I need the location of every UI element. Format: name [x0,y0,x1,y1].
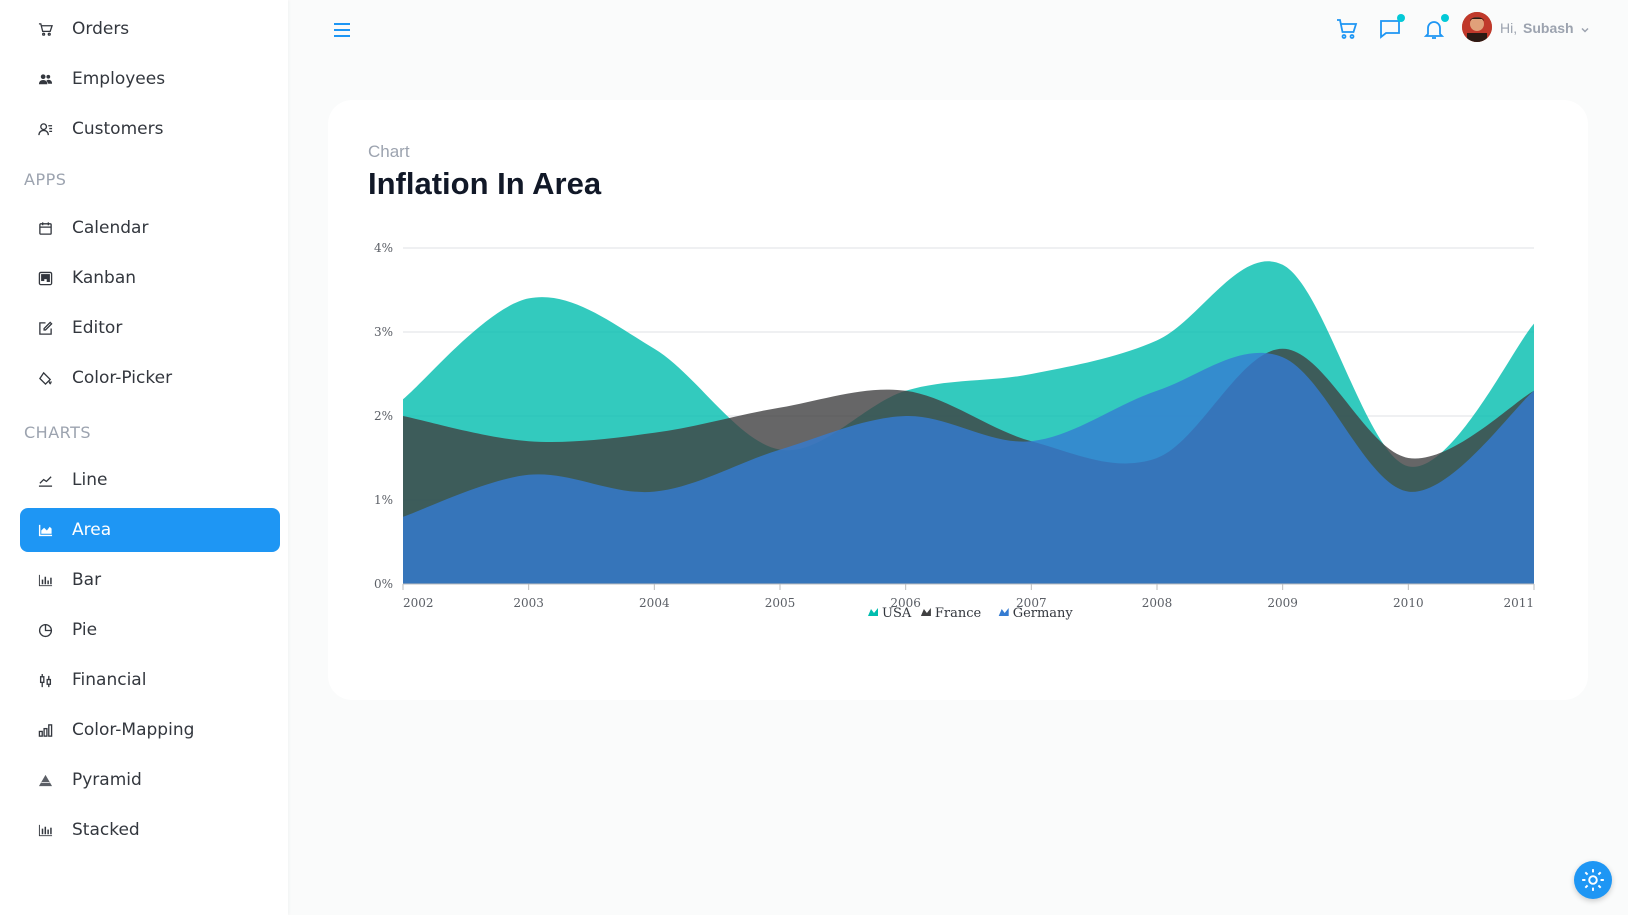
calendar-icon [36,219,54,237]
sidebar-item-kanban[interactable]: Kanban [20,256,280,300]
sidebar-item-label: Bar [72,570,102,590]
section-title-apps: APPS [24,170,67,189]
bar-chart-icon [36,571,54,589]
y-tick-label: 4% [374,241,393,255]
section-title-charts: CHARTS [24,423,92,442]
sidebar-item-stacked[interactable]: Stacked [20,808,280,852]
avatar[interactable] [1462,12,1492,42]
sidebar-item-editor[interactable]: Editor [20,306,280,350]
pyramid-icon [36,771,54,789]
cart-icon [36,20,54,38]
cart-icon[interactable] [1334,16,1360,42]
sidebar: Orders Employees Customers APPS Calendar… [0,0,288,915]
x-tick-label: 2010 [1393,596,1424,610]
sidebar-item-pyramid[interactable]: Pyramid [20,758,280,802]
x-tick-label: 2003 [513,596,544,610]
color-mapping-icon [36,721,54,739]
sidebar-item-label: Orders [72,19,130,39]
x-tick-label: 2005 [765,596,796,610]
sidebar-item-label: Line [72,470,108,490]
y-tick-label: 0% [374,577,393,591]
kanban-icon [36,269,54,287]
sidebar-item-financial[interactable]: Financial [20,658,280,702]
chart-card: Chart Inflation In Area 0% 1% 2% 3% 4% 2002 20… [328,100,1588,700]
sidebar-item-pie[interactable]: Pie [20,608,280,652]
sidebar-item-orders[interactable]: Orders [20,7,280,51]
legend-marker [868,608,878,616]
chevron-down-icon[interactable] [1580,22,1590,40]
sidebar-item-color-mapping[interactable]: Color-Mapping [20,708,280,752]
legend-marker [998,608,1009,616]
sidebar-item-color-picker[interactable]: Color-Picker [20,356,280,400]
area-series-germany [403,352,1534,584]
user-name[interactable]: Subash [1523,20,1574,36]
sidebar-item-line[interactable]: Line [20,458,280,502]
x-tick-label: 2004 [639,596,670,610]
sidebar-item-label: Employees [72,69,166,89]
notification-dot [1441,14,1449,22]
stacked-chart-icon [36,821,54,839]
x-tick-label: 2002 [403,596,434,610]
sidebar-item-label: Color-Mapping [72,720,195,740]
x-tick-label: 2009 [1267,596,1298,610]
legend-marker [920,608,931,616]
y-tick-label: 1% [374,493,393,507]
legend-label: USA [882,606,912,621]
legend-label: France [935,606,982,621]
menu-icon[interactable] [330,18,354,42]
customers-icon [36,120,54,138]
y-tick-label: 2% [374,409,393,423]
notification-dot [1397,14,1405,22]
paint-bucket-icon [36,369,54,387]
y-tick-label: 3% [374,325,393,339]
gear-icon [1582,869,1604,891]
sidebar-item-label: Pie [72,620,98,640]
sidebar-item-label: Financial [72,670,147,690]
sidebar-item-label: Customers [72,119,164,139]
sidebar-item-label: Color-Picker [72,368,173,388]
sidebar-item-customers[interactable]: Customers [20,107,280,151]
sidebar-item-label: Area [72,520,112,540]
candlestick-icon [36,671,54,689]
chat-icon[interactable] [1377,14,1405,42]
line-chart-icon [36,471,54,489]
sidebar-item-label: Stacked [72,820,140,840]
settings-button[interactable] [1574,861,1612,899]
edit-icon [36,319,54,337]
sidebar-item-label: Editor [72,318,123,338]
area-chart-icon [36,521,54,539]
sidebar-item-area[interactable]: Area [20,508,280,552]
legend-label: Germany [1013,606,1074,621]
card-subtitle: Chart [368,142,410,161]
sidebar-item-label: Kanban [72,268,137,288]
bell-icon[interactable] [1421,14,1449,42]
sidebar-item-employees[interactable]: Employees [20,57,280,101]
pie-chart-icon [36,621,54,639]
greeting-text: Hi, [1500,20,1518,36]
area-chart[interactable]: 0% 1% 2% 3% 4% 2002 2003 2004 2005 2006 2007 2008 20… [328,100,1588,700]
card-title: Inflation In Area [368,166,602,201]
x-tick-label: 2006 [890,596,921,610]
sidebar-item-label: Pyramid [72,770,142,790]
sidebar-item-bar[interactable]: Bar [20,558,280,602]
x-tick-label: 2007 [1016,596,1047,610]
sidebar-item-label: Calendar [72,218,149,238]
x-tick-label: 2008 [1142,596,1173,610]
x-tick-label: 2011 [1503,596,1534,610]
employees-icon [36,70,54,88]
sidebar-item-calendar[interactable]: Calendar [20,206,280,250]
